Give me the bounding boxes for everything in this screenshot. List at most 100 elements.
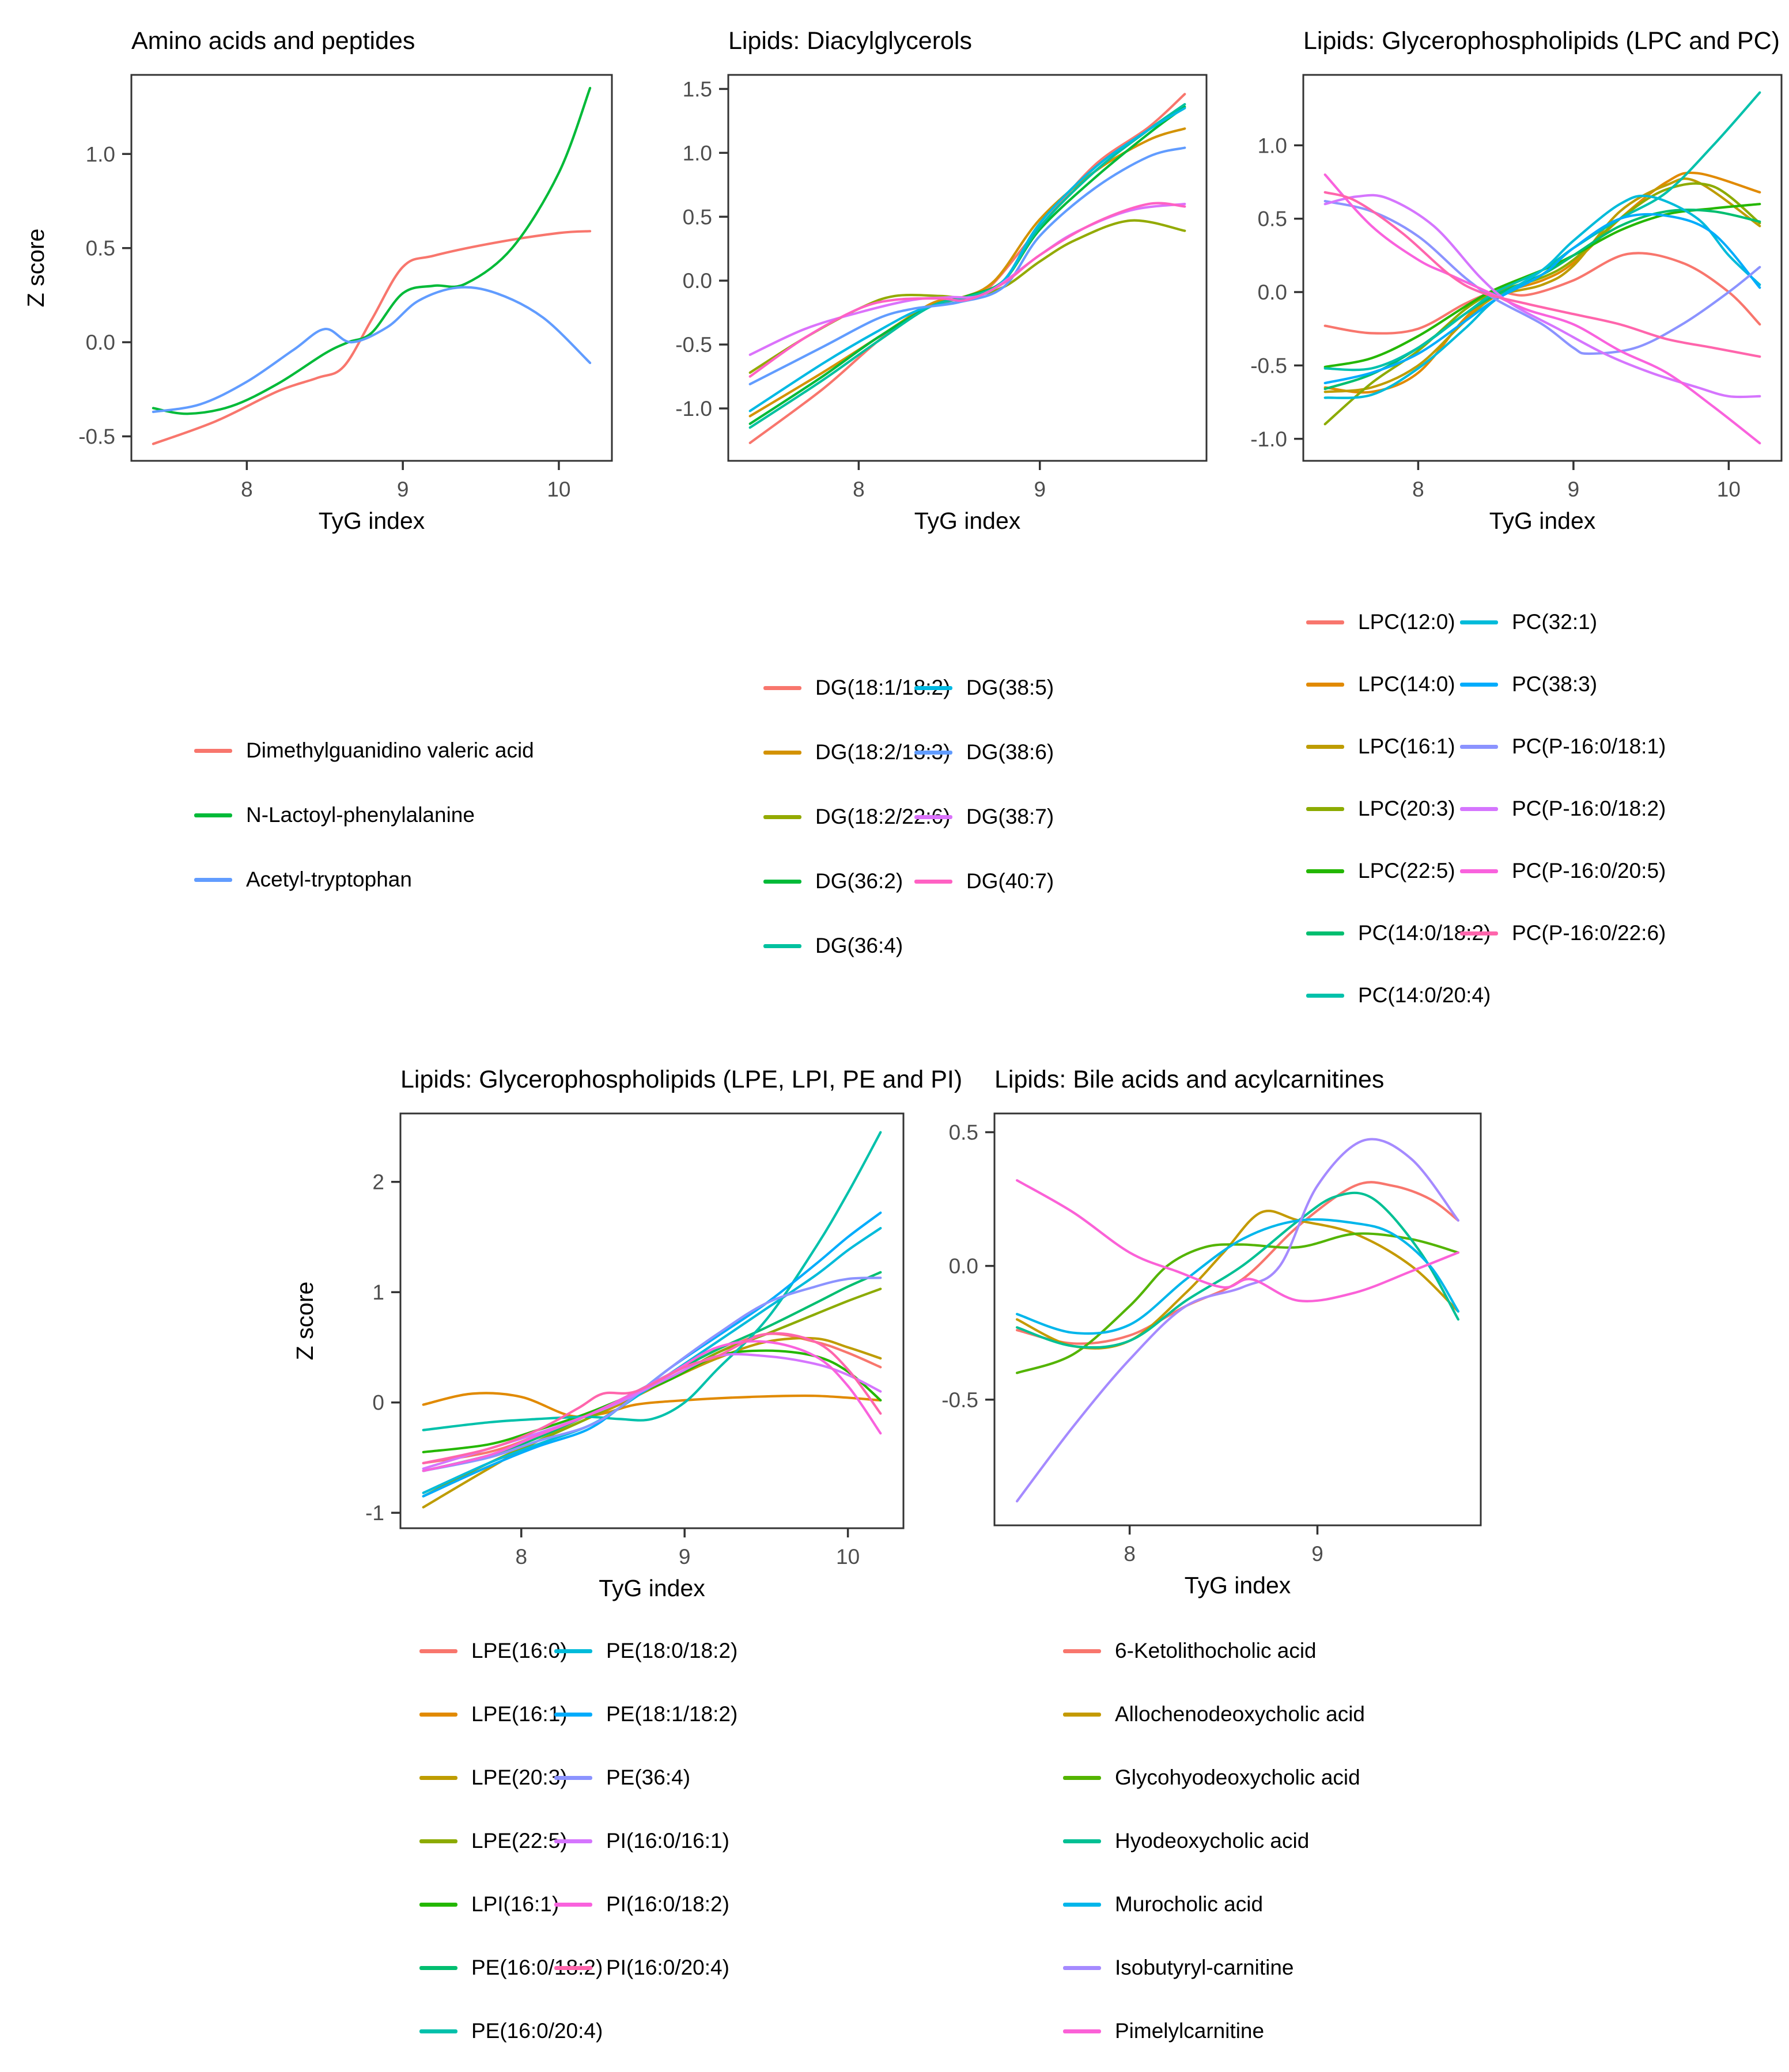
legend-label: DG(36:2) [815,869,903,893]
legend-swatch-icon [763,750,801,755]
legend-label: Glycohyodeoxycholic acid [1115,1766,1360,1789]
legend-label: PC(32:1) [1512,610,1598,634]
y-tick-label: 1.0 [86,142,115,166]
x-tick-label: 8 [241,478,253,501]
legend-swatch-icon [1460,931,1498,935]
legend-label: PE(18:1/18:2) [606,1702,738,1726]
legend-item-Pimelylcarnitine: Pimelylcarnitine [1063,2018,1264,2044]
legend-label: 6-Ketolithocholic acid [1115,1639,1317,1662]
legend-swatch-icon [914,815,952,819]
legend-item-PI(16:0/18:2): PI(16:0/18:2) [554,1892,729,1917]
x-axis-title: TyG index [1489,507,1596,534]
x-tick-label: 8 [853,478,865,501]
legend-item-PE(18:0/18:2): PE(18:0/18:2) [554,1638,737,1664]
legend-item-PC(P-16:0/18:2): PC(P-16:0/18:2) [1460,796,1666,821]
legend-item-LPC(14:0): LPC(14:0) [1306,672,1455,697]
series-group [748,93,1186,444]
panel-1: Lipids: Diacylglycerols -1.0 -0.5 0.0 0.5 1.0… [675,27,1208,534]
legend-swatch-icon [1306,806,1344,811]
legend-swatch-icon [763,815,801,819]
legend-swatch-icon [419,1839,457,1843]
legend-item-PC(14:0/20:4): PC(14:0/20:4) [1306,983,1491,1008]
legend-item-LPE(22:5): LPE(22:5) [419,1828,568,1854]
legend-label: Hyodeoxycholic acid [1115,1829,1310,1853]
legend-swatch-icon [1306,744,1344,749]
series-line-LPC(16:1) [1323,177,1761,393]
y-tick-label: -0.5 [78,425,115,449]
panel-title: Amino acids and peptides [131,27,415,55]
series-line-DG(18:1/18:2) [748,93,1186,444]
legend-label: PC(P-16:0/20:5) [1512,859,1666,882]
x-tick-label: 8 [1412,478,1424,501]
series-line-Hyodeoxycholic acid [1016,1191,1459,1349]
series-line-LPE(16:1) [422,1392,882,1418]
series-group [1016,1138,1459,1503]
legend-swatch-icon [419,1649,457,1653]
legend-swatch-icon [194,813,232,817]
legend-item-DG(36:2): DG(36:2) [763,869,903,894]
series-line-Murocholic acid [1016,1218,1459,1335]
legend-swatch-icon [554,1965,592,1970]
legend-swatch-icon [1306,869,1344,873]
legend-label: LPC(16:1) [1358,734,1455,758]
y-tick-label: 1.5 [683,77,712,101]
panel-border [727,74,1208,462]
legend-swatch-icon [1460,744,1498,749]
y-tick-label: 0.0 [1258,281,1287,304]
legend-swatch-icon [1460,869,1498,873]
series-line-PC(38:3) [1323,213,1761,385]
panel-border [130,74,613,462]
x-tick-label: 10 [547,478,570,501]
series-line-PI(16:0/20:4) [422,1332,882,1465]
legend-label: LPE(20:3) [471,1766,568,1789]
legend-swatch-icon [1460,806,1498,811]
legend-item-LPE(16:1): LPE(16:1) [419,1702,568,1727]
legend-swatch-icon [914,750,952,755]
panel-0: Amino acids and peptides -0.5 0.0 0.5 1.0 8 9 1… [22,27,613,534]
x-tick-label: 10 [836,1545,860,1569]
y-tick-label: 0.5 [86,237,115,260]
y-tick-label: -1 [365,1501,384,1525]
legend-item-LPE(16:0): LPE(16:0) [419,1638,568,1664]
legend-swatch-icon [1306,993,1344,998]
series-line-DG(38:6) [748,146,1186,385]
y-axis-title: Z score [292,1282,318,1361]
series-line-Glycohyodeoxycholic acid [1016,1232,1459,1374]
legend-swatch-icon [1063,2029,1101,2033]
y-tick-label: -1.0 [675,397,712,421]
series-line-Acetyl-tryptophan [152,286,592,414]
x-axis-title: TyG index [319,507,425,534]
legend-label: DG(36:4) [815,934,903,957]
legend-label: LPE(16:0) [471,1639,568,1662]
legend-label: Murocholic acid [1115,1892,1264,1916]
legend-label: PC(P-16:0/22:6) [1512,921,1666,945]
series-line-DG(40:7) [748,202,1186,378]
legend-swatch-icon [763,879,801,884]
legend-item-LPC(20:3): LPC(20:3) [1306,796,1455,821]
legend-item-Hyodeoxycholic acid: Hyodeoxycholic acid [1063,1828,1309,1854]
y-tick-label: -0.5 [675,333,712,357]
legend-item-LPI(16:1): LPI(16:1) [419,1892,559,1917]
legend-swatch-icon [554,1712,592,1717]
series-line-PC(32:1) [1323,194,1761,399]
series-group [422,1131,882,1509]
legend-label: PC(38:3) [1512,672,1598,696]
x-axis-title: TyG index [1185,1572,1291,1598]
panel-title: Lipids: Glycerophospholipids (LPC and PC… [1303,27,1780,55]
legend-item-Glycohyodeoxycholic acid: Glycohyodeoxycholic acid [1063,1765,1360,1790]
legend-item-DG(36:4): DG(36:4) [763,933,903,959]
legend-swatch-icon [914,685,952,690]
y-tick-label: 0.0 [683,269,712,293]
series-line-PE(16:0/20:4) [422,1131,882,1431]
y-tick-label: 0.0 [86,331,115,354]
y-tick-label: 0.0 [949,1255,978,1278]
legend-item-PC(P-16:0/18:1): PC(P-16:0/18:1) [1460,734,1666,759]
y-axis-title: Z score [22,229,49,308]
x-tick-label: 10 [1717,478,1741,501]
legend-label: Pimelylcarnitine [1115,2019,1265,2043]
legend-item-Dimethylguanidino valeric acid: Dimethylguanidino valeric acid [194,738,534,763]
series-line-DG(36:4) [748,103,1186,429]
y-tick-label: -0.5 [1250,354,1287,377]
